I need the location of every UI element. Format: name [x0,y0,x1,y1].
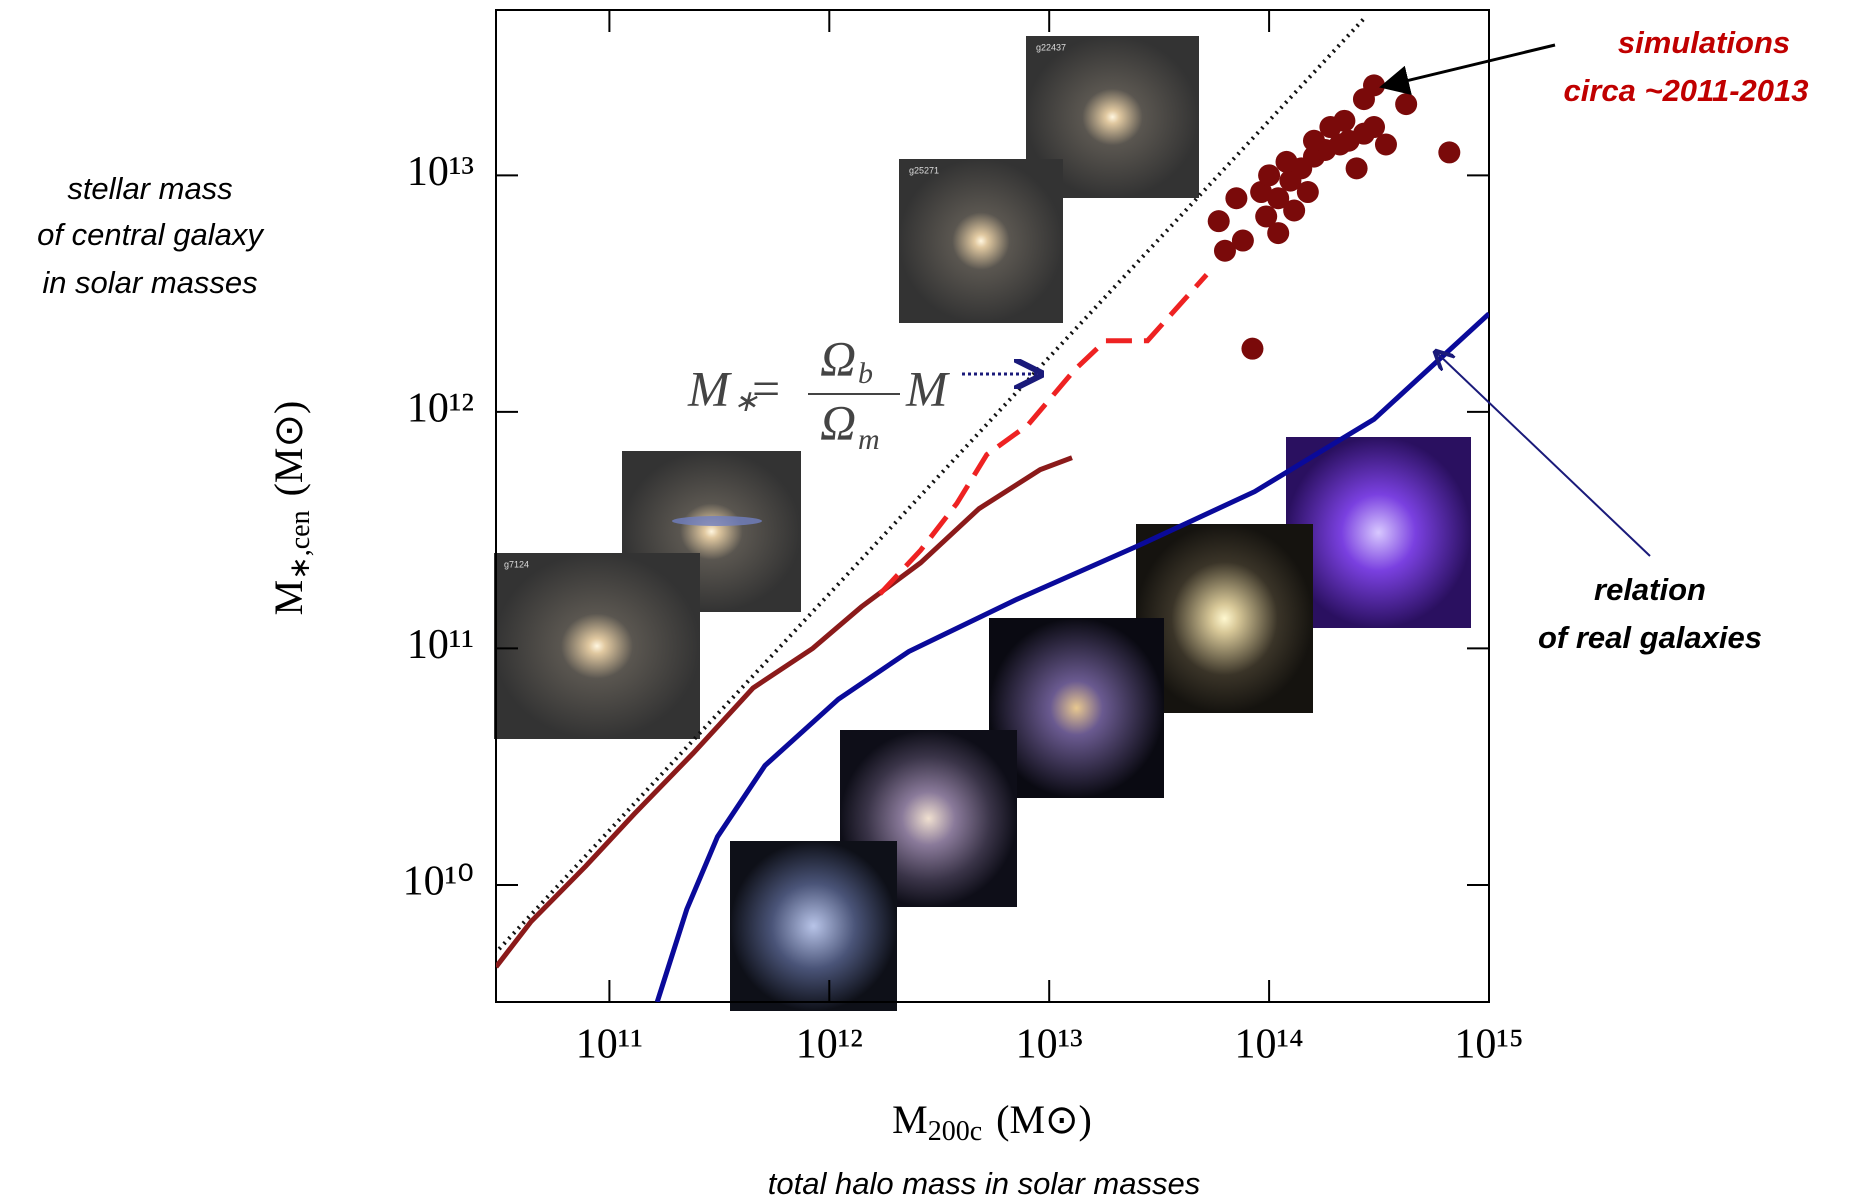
formula-den-sub: m [858,423,880,456]
image-label: g7124 [504,559,529,569]
annotation: simulations [1618,25,1790,60]
x-axis-title: M200c (M⊙) [892,1097,1092,1147]
point [1283,200,1305,222]
galaxy-disk [672,516,762,526]
annotation: of real galaxies [1538,620,1762,655]
y-axis-symbol: M [266,580,311,616]
point [1208,210,1230,232]
image-label: g22437 [1036,42,1066,52]
formula-lhs: M [687,360,732,416]
point [1353,88,1375,110]
point [1297,181,1319,203]
point [1232,230,1254,252]
point [1438,141,1460,163]
image-label: g25271 [909,165,939,175]
y-note: stellar mass [67,171,232,206]
y-tick-label: 10¹⁰ [403,859,474,905]
point [1258,164,1280,186]
galaxy-image [1286,437,1471,628]
y-tick-label: 10¹³ [407,149,474,195]
formula-eq: = [752,360,780,416]
formula-num: Ω [820,330,856,386]
annotation: circa ~2011-2013 [1563,73,1808,108]
x-tick-label: 10¹⁴ [1234,1022,1303,1068]
formula-den: Ω [820,394,856,450]
point [1225,187,1247,209]
y-axis-sub: ∗,cen [285,510,316,579]
formula: M ∗ = Ω b Ω m M [687,330,950,455]
y-axis-title: M∗,cen (M⊙) [266,401,316,616]
formula-num-sub: b [858,357,873,390]
y-tick-label: 10¹¹ [407,622,474,668]
point [1241,338,1263,360]
y-note: of central galaxy [37,217,265,252]
x-tick-label: 10¹¹ [576,1022,643,1068]
x-axis-unit: (M⊙) [996,1097,1092,1142]
point [1375,134,1397,156]
point [1346,157,1368,179]
y-axis-unit: (M⊙) [266,401,311,497]
chart: g22437 g25271 g7124 10¹¹ 10¹² 10¹³ 10¹⁴ 10¹⁵… [0,0,1875,1202]
x-tick-label: 10¹² [796,1022,863,1068]
x-axis-sub: 200c [928,1116,982,1147]
arrow [1385,45,1555,86]
point [1267,222,1289,244]
galaxy-image [730,841,897,1011]
x-note: total halo mass in solar masses [768,1166,1200,1201]
point [1395,93,1417,115]
formula-rhs: M [905,360,950,416]
galaxy-images: g22437 g25271 g7124 [494,36,1471,1011]
galaxy-image [494,553,700,739]
y-tick-label: 10¹² [407,386,474,432]
y-note: in solar masses [42,265,257,300]
x-tick-label: 10¹⁵ [1454,1022,1523,1068]
x-axis-symbol: M [892,1097,928,1142]
galaxy-image [899,159,1063,323]
x-tick-label: 10¹³ [1016,1022,1083,1068]
point [1333,110,1355,132]
annotation: relation [1594,572,1706,607]
point [1276,151,1298,173]
